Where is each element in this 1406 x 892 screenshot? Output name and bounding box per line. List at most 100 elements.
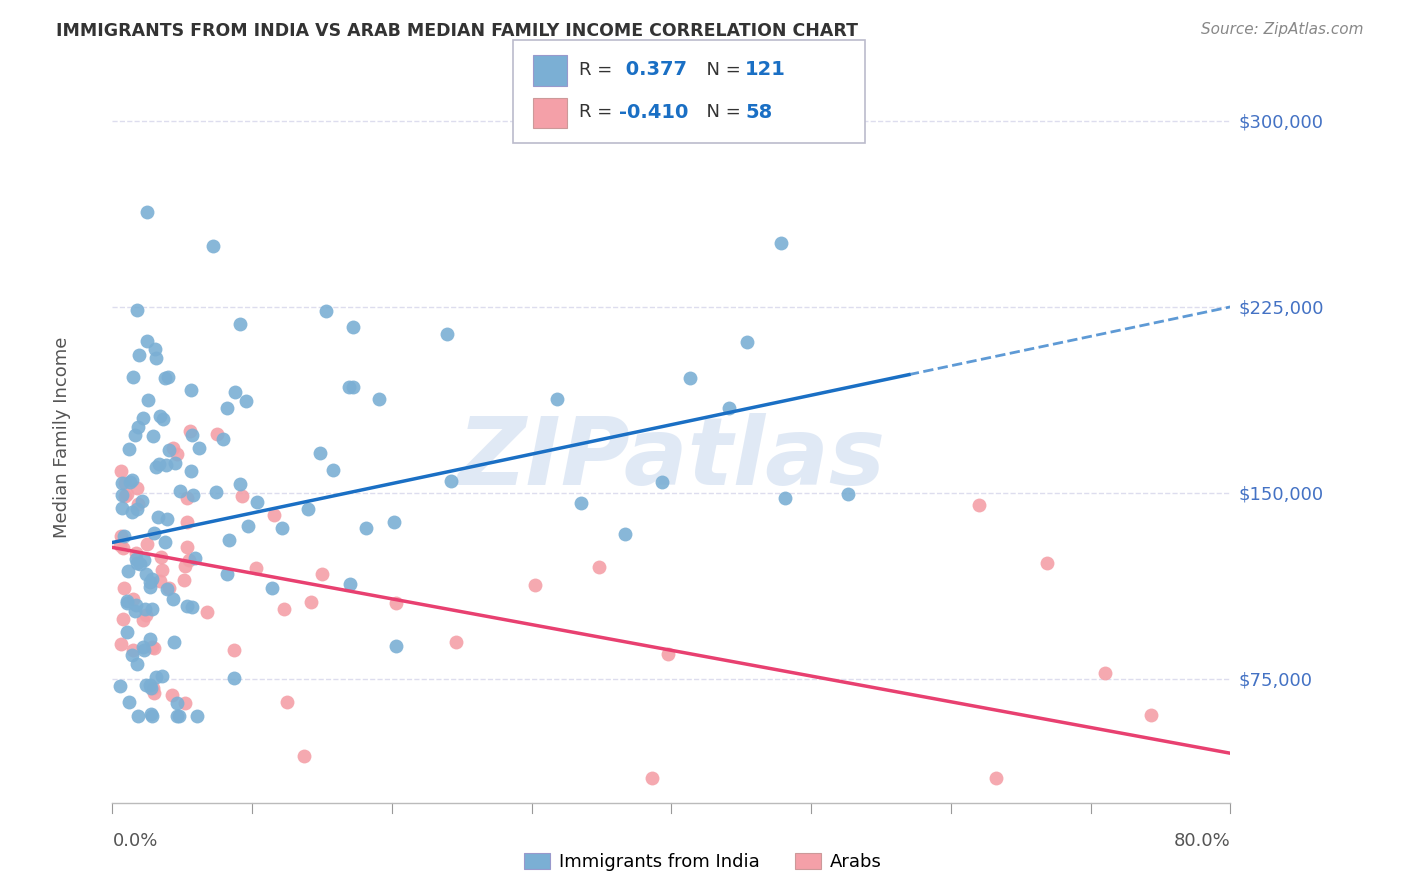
Point (136, 536, 159, 550)
Point (186, 709, 208, 723)
Point (122, 643, 145, 657)
Text: 0.377: 0.377 (619, 61, 686, 79)
Point (177, 553, 200, 567)
Point (135, 566, 157, 581)
Point (110, 637, 132, 651)
Point (276, 695, 298, 709)
Point (127, 709, 149, 723)
Text: -0.410: -0.410 (619, 103, 688, 121)
Point (967, 498, 990, 512)
Point (176, 491, 198, 505)
Point (112, 541, 135, 556)
Point (141, 572, 163, 586)
Text: IMMIGRANTS FROM INDIA VS ARAB MEDIAN FAMILY INCOME CORRELATION CHART: IMMIGRANTS FROM INDIA VS ARAB MEDIAN FAM… (56, 22, 858, 40)
Point (169, 484, 191, 499)
Point (183, 551, 205, 566)
Point (180, 428, 202, 442)
Point (228, 476, 250, 491)
Point (339, 577, 361, 591)
Point (382, 515, 405, 529)
Point (315, 304, 337, 318)
Point (125, 556, 148, 570)
Text: ZIPatlas: ZIPatlas (457, 413, 886, 505)
Point (180, 384, 202, 398)
Point (114, 476, 136, 491)
Point (127, 481, 149, 495)
Point (385, 639, 408, 653)
Point (145, 459, 167, 474)
Point (215, 567, 238, 582)
Point (613, 526, 636, 541)
Point (180, 464, 202, 478)
Point (121, 505, 143, 519)
Point (205, 427, 228, 442)
Text: R =: R = (579, 61, 619, 78)
Point (176, 599, 198, 614)
Text: 80.0%: 80.0% (1174, 832, 1230, 850)
Point (114, 490, 136, 504)
Point (125, 551, 148, 566)
Point (127, 420, 149, 434)
Point (181, 488, 204, 502)
Point (138, 574, 160, 589)
Point (118, 442, 141, 456)
Point (139, 678, 162, 692)
Text: 0.0%: 0.0% (112, 832, 157, 850)
Point (115, 487, 138, 501)
Point (322, 463, 344, 477)
Point (125, 303, 148, 318)
Point (588, 560, 610, 574)
Point (156, 512, 179, 526)
Point (166, 709, 188, 723)
Point (718, 401, 741, 416)
Point (136, 393, 159, 408)
Point (112, 581, 135, 595)
Point (436, 327, 458, 342)
Point (1035, 557, 1057, 571)
Point (156, 370, 179, 384)
Point (125, 657, 148, 671)
Point (179, 424, 201, 438)
Point (238, 519, 260, 533)
Point (141, 707, 163, 722)
Point (141, 602, 163, 616)
Point (132, 552, 155, 566)
Point (224, 384, 246, 399)
Point (121, 648, 143, 662)
Point (125, 501, 148, 516)
Point (132, 640, 155, 655)
Point (679, 371, 702, 385)
Point (224, 642, 246, 657)
Point (110, 679, 132, 693)
Point (166, 696, 188, 710)
Point (569, 495, 592, 509)
Point (1139, 708, 1161, 723)
Point (299, 595, 322, 609)
Point (271, 521, 294, 535)
Point (385, 596, 408, 610)
Point (115, 594, 138, 608)
Point (141, 681, 163, 696)
Point (735, 335, 758, 350)
Point (153, 371, 176, 385)
Point (110, 529, 132, 543)
Point (657, 647, 679, 661)
Point (163, 635, 186, 649)
Point (162, 592, 184, 607)
Point (297, 502, 319, 516)
Point (202, 239, 225, 253)
Point (139, 580, 162, 594)
Point (181, 600, 204, 615)
Point (128, 348, 150, 362)
Point (117, 564, 139, 578)
Point (157, 443, 180, 458)
Point (118, 475, 141, 489)
Point (141, 709, 163, 723)
Point (145, 351, 167, 366)
Point (142, 681, 165, 695)
Point (143, 686, 166, 700)
Point (986, 771, 1008, 785)
Point (640, 771, 662, 785)
Point (149, 550, 172, 565)
Point (311, 566, 333, 581)
